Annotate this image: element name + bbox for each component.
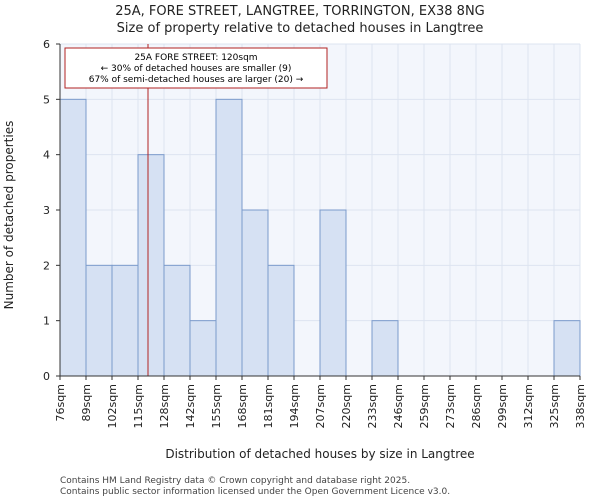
bar-142sqm (189, 320, 217, 377)
y-tick-label: 3 (43, 204, 50, 217)
x-tick-label: 220sqm (340, 384, 353, 428)
bar-76sqm (59, 98, 87, 377)
x-tick-labels: 76sqm 89sqm 102sqm 115sqm 128sqm 142sqm 155sqm… (54, 376, 587, 428)
x-tick-label: 181sqm (262, 384, 275, 428)
x-tick-label: 89sqm (80, 384, 93, 421)
x-tick-label: 286sqm (470, 384, 483, 428)
chart-subtitle: Size of property relative to detached ho… (117, 21, 484, 36)
bar-115sqm (137, 154, 165, 377)
y-tick-label: 0 (43, 370, 50, 383)
footer-line-2: Contains public sector information licen… (60, 487, 450, 497)
y-tick-label: 6 (43, 38, 50, 51)
x-tick-label: 246sqm (392, 384, 405, 428)
x-tick-label: 259sqm (418, 384, 431, 428)
annotation-box (64, 47, 328, 89)
bar-155sqm (215, 98, 243, 377)
y-tick-label: 2 (43, 259, 50, 272)
x-tick-label: 102sqm (106, 384, 119, 428)
annotation-line-2: ← 30% of detached houses are smaller (9) (101, 64, 292, 74)
y-tick-label: 5 (43, 93, 50, 106)
annotation-line-1: 25A FORE STREET: 120sqm (134, 53, 257, 63)
x-tick-label: 299sqm (496, 384, 509, 428)
x-tick-label: 155sqm (210, 384, 223, 428)
bar-128sqm (163, 264, 191, 377)
bar-233sqm (371, 320, 399, 377)
x-tick-label: 194sqm (288, 384, 301, 428)
bar-102sqm (111, 264, 139, 377)
x-tick-label: 115sqm (132, 384, 145, 428)
x-tick-label: 168sqm (236, 384, 249, 428)
y-tick-label: 4 (43, 149, 50, 162)
y-tick-label: 1 (43, 315, 50, 328)
x-tick-label: 207sqm (314, 384, 327, 428)
x-tick-label: 325sqm (548, 384, 561, 428)
chart-title: 25A, FORE STREET, LANGTREE, TORRINGTON, … (115, 4, 485, 19)
bar-181sqm (267, 264, 295, 377)
x-tick-label: 312sqm (522, 384, 535, 428)
bars (59, 98, 581, 377)
bar-207sqm (319, 209, 347, 377)
x-tick-label: 76sqm (54, 384, 67, 421)
x-tick-label: 338sqm (574, 384, 587, 428)
x-tick-label: 233sqm (366, 384, 379, 428)
bar-168sqm (241, 209, 269, 377)
y-axis-label: Number of detached properties (2, 121, 16, 310)
bar-325sqm (553, 320, 581, 377)
x-tick-label: 273sqm (444, 384, 457, 428)
footer-line-1: Contains HM Land Registry data © Crown c… (60, 476, 410, 486)
x-tick-label: 128sqm (158, 384, 171, 428)
y-tick-labels: 0 1 2 3 4 5 6 (43, 38, 60, 383)
x-axis-label: Distribution of detached houses by size … (165, 447, 474, 461)
annotation-line-3: 67% of semi-detached houses are larger (… (89, 75, 304, 85)
x-tick-label: 142sqm (184, 384, 197, 428)
bar-89sqm (85, 264, 113, 377)
